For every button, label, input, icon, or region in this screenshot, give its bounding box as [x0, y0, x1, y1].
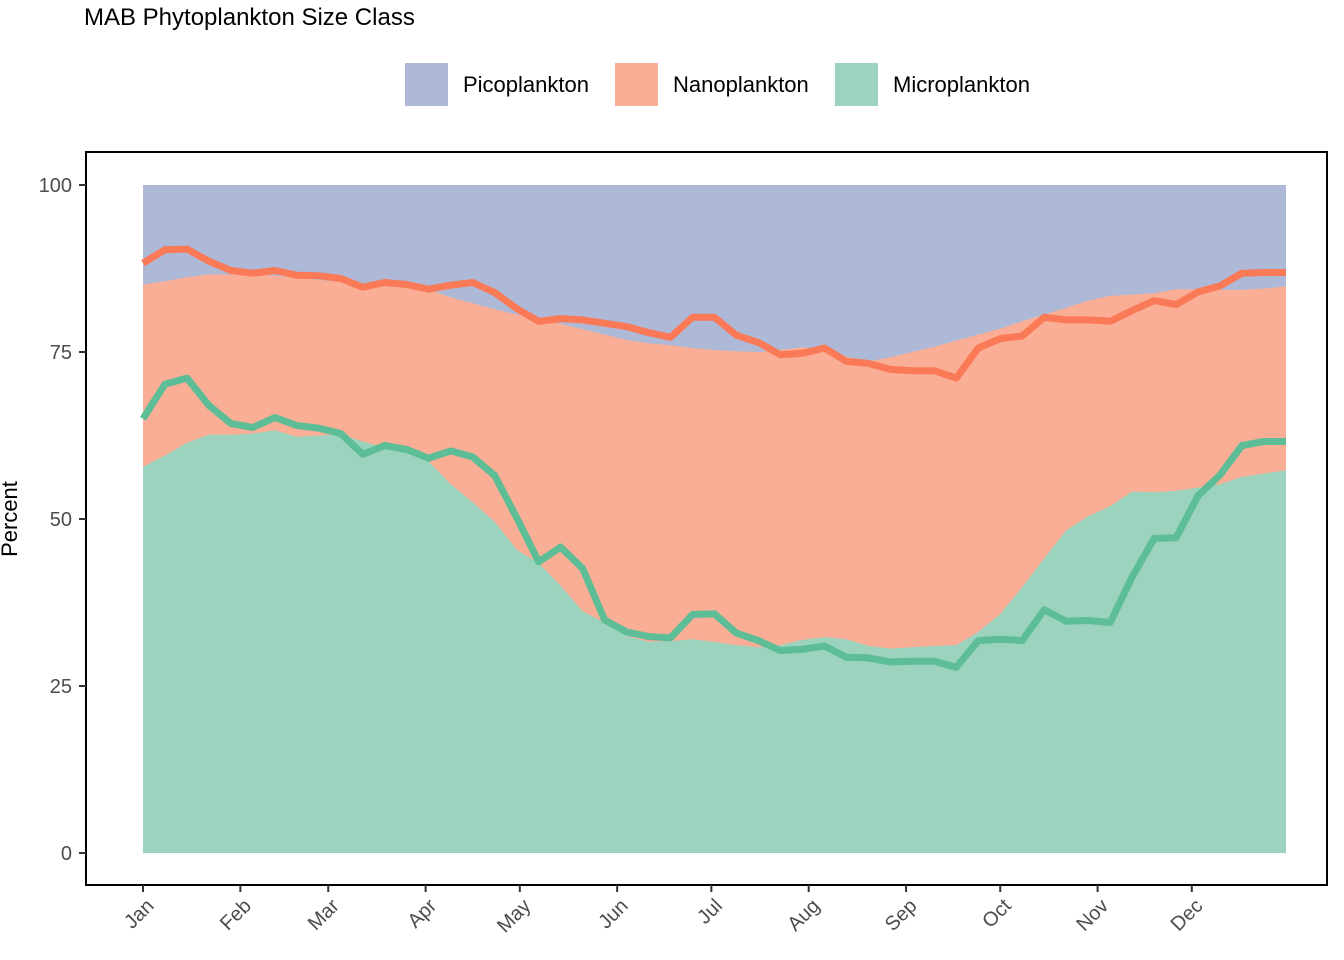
- legend-label-nanoplankton: Nanoplankton: [673, 72, 809, 97]
- y-tick-label-100: 100: [39, 175, 72, 197]
- area-microplankton: [143, 430, 1286, 853]
- y-tick-label-25: 25: [50, 676, 72, 698]
- chart-title: MAB Phytoplankton Size Class: [84, 4, 415, 31]
- legend-swatch-picoplankton: [405, 63, 448, 106]
- x-tick-label-aug: Aug: [784, 895, 825, 936]
- line-nanoplankton-line: [141, 245, 1286, 382]
- y-tick-label-75: 75: [50, 342, 72, 364]
- x-tick-label-sep: Sep: [881, 895, 922, 936]
- legend-swatch-nanoplankton: [615, 63, 658, 106]
- x-tick-label-jan: Jan: [120, 895, 158, 933]
- x-tick-label-mar: Mar: [304, 895, 344, 935]
- line-microplankton-line: [140, 374, 1286, 671]
- x-tick-label-jun: Jun: [594, 895, 632, 933]
- x-tick-label-oct: Oct: [978, 895, 1016, 933]
- y-tick-label-50: 50: [50, 509, 72, 531]
- x-tick-label-nov: Nov: [1072, 895, 1113, 936]
- x-tick-label-apr: Apr: [404, 895, 442, 933]
- y-tick-label-0: 0: [61, 843, 72, 865]
- x-tick-label-may: May: [493, 895, 535, 937]
- x-tick-label-jul: Jul: [693, 895, 727, 929]
- x-tick-label-dec: Dec: [1167, 895, 1208, 936]
- x-tick-label-feb: Feb: [216, 895, 256, 935]
- legend-label-microplankton: Microplankton: [893, 72, 1030, 97]
- legend-swatch-microplankton: [835, 63, 878, 106]
- legend-label-picoplankton: Picoplankton: [463, 72, 589, 97]
